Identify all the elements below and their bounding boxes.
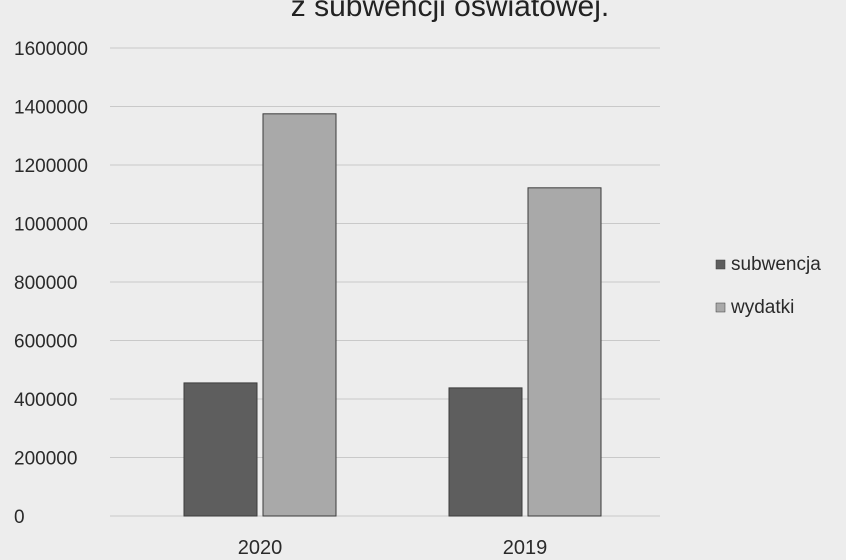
y-tick-label: 1000000	[14, 215, 88, 236]
legend-label-subwencja: subwencja	[731, 254, 821, 275]
bar-wydatki-2020	[262, 113, 337, 517]
y-tick-label: 400000	[14, 390, 77, 411]
x-category-label: 2020	[238, 537, 283, 559]
legend-swatch-wydatki	[715, 302, 726, 313]
x-axis-categories: 2020 2019	[238, 537, 548, 559]
y-tick-label: 0	[14, 507, 25, 528]
legend-swatch-subwencja	[715, 259, 726, 270]
y-tick-label: 1200000	[14, 156, 88, 177]
y-axis-ticks: 0 200000 400000 600000 800000 1000000 1200000 1…	[14, 39, 88, 528]
x-category-label: 2019	[503, 537, 548, 559]
y-tick-label: 1600000	[14, 39, 88, 60]
y-tick-label: 600000	[14, 332, 77, 353]
bar-subwencja-2019	[448, 387, 523, 517]
y-tick-label: 800000	[14, 273, 77, 294]
legend: subwencja wydatki	[715, 254, 821, 318]
y-tick-label: 200000	[14, 449, 77, 470]
legend-label-wydatki: wydatki	[730, 297, 794, 318]
bar-wydatki-2019	[527, 187, 602, 517]
bar-subwencja-2020	[183, 382, 258, 517]
bars	[183, 113, 602, 517]
y-tick-label: 1400000	[14, 98, 88, 119]
chart-title: z subwencji oświatowej.	[291, 0, 609, 23]
